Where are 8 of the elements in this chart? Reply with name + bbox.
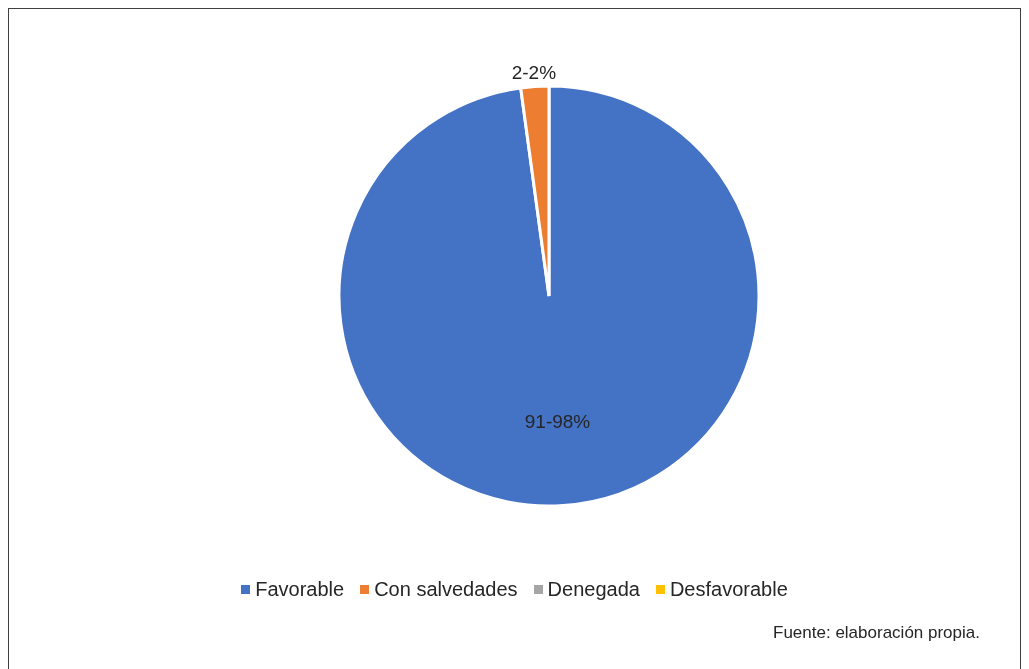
legend-label: Desfavorable	[669, 578, 788, 601]
source-note: Fuente: elaboración propia.	[773, 623, 980, 643]
legend-label: Denegada	[547, 578, 640, 601]
legend-label: Favorable	[255, 578, 345, 601]
data-label: 91-98%	[524, 411, 591, 433]
pie-slice	[337, 84, 761, 508]
data-label: 2-2%	[511, 62, 557, 84]
legend-label: Con salvedades	[374, 578, 518, 601]
